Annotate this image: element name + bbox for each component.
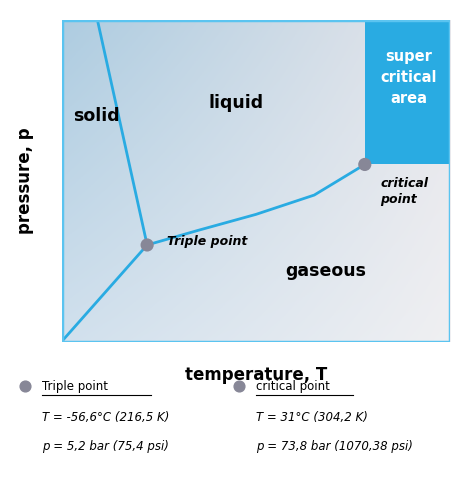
Text: liquid: liquid <box>209 94 264 112</box>
Text: T = -56,6°C (216,5 K): T = -56,6°C (216,5 K) <box>42 411 170 425</box>
Text: p = 73,8 bar (1070,38 psi): p = 73,8 bar (1070,38 psi) <box>256 440 413 453</box>
Text: T = 31°C (304,2 K): T = 31°C (304,2 K) <box>256 411 368 425</box>
Text: p = 5,2 bar (75,4 psi): p = 5,2 bar (75,4 psi) <box>42 440 169 453</box>
Text: temperature, T: temperature, T <box>185 366 327 384</box>
Point <box>236 382 243 390</box>
Text: critical
point: critical point <box>380 177 428 206</box>
Text: critical point: critical point <box>256 380 330 392</box>
Point <box>143 241 151 249</box>
Text: solid: solid <box>73 107 120 125</box>
Text: gaseous: gaseous <box>285 262 366 280</box>
Text: Triple point: Triple point <box>166 235 247 248</box>
Point <box>22 382 29 390</box>
Text: super
critical
area: super critical area <box>381 49 437 106</box>
Bar <box>365 20 450 164</box>
Point <box>361 161 369 168</box>
Text: Triple point: Triple point <box>42 380 108 392</box>
Text: pressure, p: pressure, p <box>16 127 34 234</box>
